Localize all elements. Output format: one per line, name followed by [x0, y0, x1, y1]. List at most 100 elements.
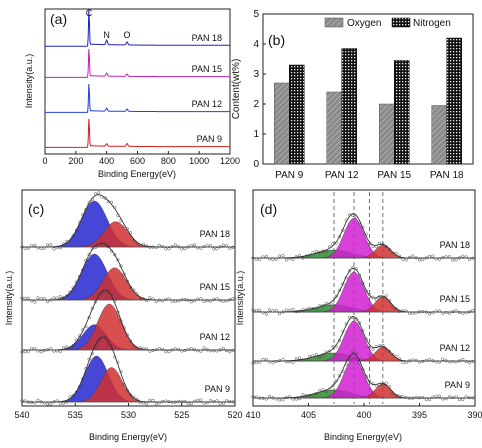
- data-point: [284, 360, 288, 364]
- data-point: [274, 309, 278, 313]
- data-point: [397, 394, 402, 398]
- data-point: [212, 247, 216, 251]
- data-point: [74, 228, 78, 232]
- peak-label: N: [103, 30, 110, 40]
- data-point: [170, 299, 174, 303]
- data-point: [451, 310, 455, 314]
- data-point: [384, 347, 388, 351]
- data-point: [202, 346, 206, 350]
- data-point: [407, 396, 412, 400]
- bar-nitrogen: [289, 64, 305, 165]
- data-point: [314, 307, 318, 311]
- series-label: PAN 12: [192, 99, 222, 109]
- panel-c-label: (c): [28, 201, 44, 217]
- data-point: [145, 347, 149, 351]
- data-point: [122, 272, 126, 276]
- data-point: [454, 309, 458, 313]
- series-label: PAN 15: [192, 64, 222, 74]
- data-point: [274, 359, 278, 364]
- data-point: [122, 382, 126, 387]
- data-point: [77, 220, 82, 224]
- data-point: [268, 257, 272, 261]
- data-point: [145, 298, 149, 303]
- data-point: [36, 296, 40, 300]
- data-point: [106, 245, 110, 249]
- data-point: [154, 348, 158, 352]
- survey-line: [45, 48, 230, 78]
- data-point: [321, 304, 325, 308]
- data-point: [46, 300, 50, 304]
- data-point: [58, 246, 62, 250]
- data-point: [454, 360, 458, 364]
- data-point: [173, 347, 177, 351]
- data-point: [215, 297, 219, 301]
- data-point: [77, 334, 82, 338]
- data-point: [451, 395, 455, 400]
- data-point: [371, 382, 375, 386]
- x-tick-label: 200: [68, 156, 83, 166]
- data-point: [461, 254, 465, 258]
- data-point: [358, 221, 362, 225]
- data-point: [90, 306, 94, 310]
- data-point: [321, 249, 325, 253]
- x-tick-label: 410: [245, 410, 260, 420]
- data-point: [374, 245, 378, 249]
- data-point: [231, 245, 235, 249]
- data-point: [26, 246, 30, 250]
- x-category-label: PAN 9: [275, 170, 304, 181]
- data-point: [411, 311, 415, 316]
- data-point: [281, 254, 285, 258]
- data-points: [251, 265, 475, 316]
- data-point: [161, 244, 165, 249]
- data-point: [202, 244, 206, 248]
- data-point: [344, 362, 348, 366]
- data-point: [189, 402, 193, 406]
- data-point: [215, 399, 219, 403]
- data-point: [324, 389, 328, 394]
- data-point: [344, 276, 348, 280]
- data-point: [196, 349, 200, 353]
- data-point: [351, 349, 355, 354]
- data-point: [164, 350, 168, 354]
- data-point: [311, 354, 315, 358]
- data-point: [471, 308, 475, 313]
- data-point: [348, 315, 352, 319]
- data-point: [167, 247, 171, 251]
- data-point: [331, 242, 335, 246]
- data-point: [61, 296, 66, 300]
- data-point: [135, 347, 139, 351]
- data-point: [358, 361, 362, 365]
- data-point: [311, 393, 315, 397]
- data-point: [74, 390, 78, 394]
- data-point: [271, 257, 275, 261]
- data-point: [81, 377, 85, 381]
- data-point: [161, 347, 165, 351]
- data-point: [417, 360, 422, 364]
- data-point: [52, 296, 56, 300]
- data-point: [451, 258, 455, 262]
- data-point: [391, 305, 395, 309]
- data-point: [371, 347, 375, 351]
- series-label: PAN 9: [205, 384, 230, 394]
- data-point: [109, 200, 114, 204]
- series-label: PAN 12: [440, 343, 470, 353]
- data-point: [358, 273, 362, 277]
- data-point: [87, 357, 91, 361]
- data-point: [125, 389, 129, 393]
- series-label: PAN 15: [200, 282, 230, 292]
- data-point: [100, 195, 104, 199]
- data-point: [161, 399, 165, 403]
- data-point: [189, 300, 193, 304]
- data-point: [308, 354, 312, 358]
- data-point: [404, 258, 408, 262]
- data-point: [199, 398, 203, 402]
- data-point: [467, 396, 471, 400]
- data-point: [97, 292, 101, 296]
- data-point: [421, 395, 425, 400]
- data-point: [324, 301, 328, 306]
- data-point: [387, 247, 392, 251]
- data-point: [354, 215, 358, 219]
- data-point: [71, 393, 75, 398]
- data-point: [55, 296, 59, 300]
- data-point: [344, 322, 348, 326]
